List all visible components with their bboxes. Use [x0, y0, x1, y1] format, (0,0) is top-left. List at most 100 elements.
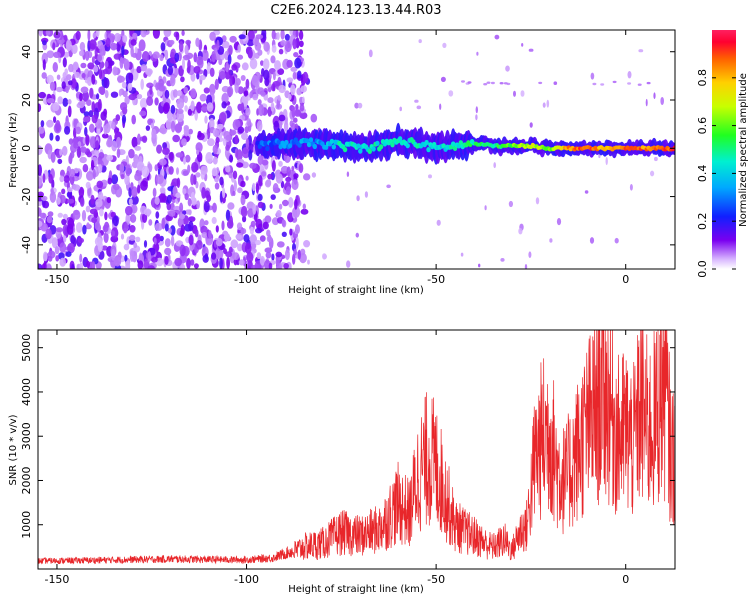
sparse-speck	[439, 103, 442, 110]
noise-speck	[145, 125, 151, 131]
noise-speck	[229, 74, 234, 87]
noise-speck	[216, 247, 224, 260]
noise-speck	[61, 188, 66, 195]
noise-speck	[252, 203, 257, 215]
noise-speck	[156, 144, 163, 154]
noise-speck	[164, 89, 170, 99]
noise-speck	[156, 174, 164, 185]
noise-speck	[173, 68, 180, 76]
noise-speck	[295, 224, 300, 235]
sparse-speck	[528, 48, 534, 52]
sparse-speck	[399, 106, 403, 112]
spectrogram-panel: -150 -100 -50 0 -40 -20 0 20 40 Height of strai…	[8, 29, 676, 296]
noise-speck	[211, 50, 216, 63]
weak-line-speck	[490, 81, 495, 85]
noise-speck	[111, 248, 116, 261]
noise-speck	[288, 93, 292, 101]
signal-core	[284, 139, 289, 146]
y-tick-label: 40	[20, 45, 33, 59]
noise-speck	[119, 163, 125, 174]
noise-speck	[93, 65, 99, 73]
noise-speck	[70, 235, 76, 244]
noise-speck	[69, 168, 76, 178]
noise-speck	[237, 44, 241, 53]
noise-speck	[46, 119, 54, 128]
noise-speck	[284, 249, 290, 261]
noise-speck	[276, 241, 285, 248]
weak-line-speck	[499, 82, 504, 85]
sparse-speck	[346, 260, 351, 268]
noise-speck	[233, 180, 237, 192]
signal-core	[375, 140, 380, 146]
noise-speck	[248, 149, 253, 161]
noise-speck	[199, 74, 206, 81]
noise-speck	[59, 175, 65, 183]
noise-speck	[64, 125, 71, 135]
noise-speck	[218, 70, 226, 80]
noise-speck	[219, 176, 224, 186]
noise-speck	[193, 263, 199, 269]
noise-speck	[284, 33, 290, 41]
noise-speck	[190, 191, 195, 202]
noise-speck	[71, 43, 78, 55]
noise-speck	[130, 214, 137, 223]
noise-speck	[106, 139, 113, 148]
noise-speck	[132, 32, 138, 39]
noise-speck	[292, 38, 297, 50]
noise-speck	[174, 123, 182, 133]
noise-speck	[113, 215, 119, 227]
noise-speck	[216, 123, 224, 130]
noise-speck	[294, 199, 298, 210]
noise-speck	[154, 222, 163, 231]
weak-line-speck	[467, 81, 472, 84]
signal-core	[331, 144, 336, 150]
noise-speck	[272, 71, 276, 81]
noise-speck	[75, 126, 82, 135]
noise-speck	[141, 165, 150, 178]
noise-speck	[227, 54, 232, 65]
noise-speck	[212, 156, 218, 165]
noise-speck	[243, 234, 250, 243]
noise-speck	[184, 105, 188, 112]
noise-speck	[249, 91, 253, 99]
noise-speck	[65, 251, 72, 257]
sparse-speck	[524, 264, 528, 269]
noise-speck	[151, 128, 157, 139]
noise-speck	[190, 259, 195, 266]
noise-speck	[240, 75, 246, 81]
noise-speck	[42, 40, 47, 46]
signal-core	[378, 144, 384, 150]
noise-speck	[269, 203, 273, 209]
noise-speck	[174, 52, 180, 63]
noise-speck	[119, 56, 124, 69]
noise-speck	[240, 180, 246, 188]
noise-speck	[275, 173, 283, 184]
noise-speck	[68, 154, 72, 164]
noise-speck	[232, 170, 238, 180]
noise-speck	[257, 193, 263, 201]
noise-speck	[225, 209, 231, 222]
noise-speck	[110, 230, 116, 237]
noise-speck	[221, 101, 227, 109]
noise-speck	[286, 166, 291, 177]
noise-speck	[259, 255, 265, 266]
noise-speck	[228, 173, 233, 179]
noise-speck	[85, 205, 91, 213]
noise-speck	[292, 253, 296, 265]
noise-speck	[256, 120, 263, 132]
noise-speck	[115, 136, 122, 149]
noise-speck	[55, 255, 60, 262]
x-tick-label: -150	[44, 273, 69, 286]
noise-speck	[59, 148, 63, 156]
noise-speck	[127, 82, 133, 92]
noise-speck	[176, 90, 183, 97]
signal-core	[276, 139, 281, 145]
noise-speck	[67, 187, 73, 193]
x-tick-label: 0	[622, 273, 629, 286]
noise-speck	[50, 151, 56, 163]
noise-speck	[80, 146, 87, 153]
noise-speck	[278, 114, 286, 122]
noise-speck	[96, 180, 104, 189]
noise-speck	[271, 30, 276, 40]
